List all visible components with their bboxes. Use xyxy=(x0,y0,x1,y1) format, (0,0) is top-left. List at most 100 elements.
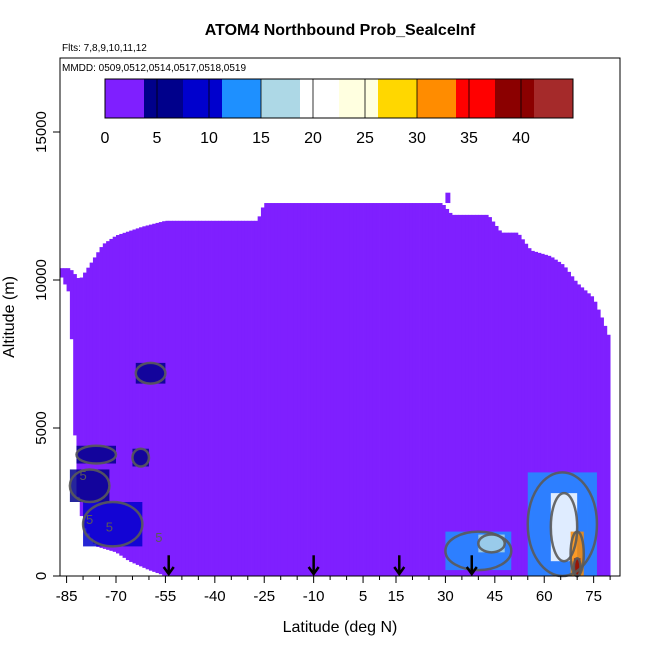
colorbar-tick-label: 30 xyxy=(408,130,426,147)
heatmap-cell xyxy=(132,448,149,467)
heatmap-column xyxy=(531,250,535,576)
colorbar-segment xyxy=(495,79,535,118)
colorbar-tick-label: 35 xyxy=(460,130,478,147)
y-tick-label: 15000 xyxy=(33,111,50,153)
heatmap-column xyxy=(517,234,522,577)
heatmap-column xyxy=(122,232,127,558)
contour-label: 5 xyxy=(79,468,86,483)
heatmap-column xyxy=(452,214,456,576)
x-tick-label: 75 xyxy=(585,588,602,605)
heatmap-column xyxy=(102,243,107,549)
contour-line xyxy=(75,444,118,465)
heatmap-column xyxy=(567,271,571,576)
heatmap-column xyxy=(231,220,235,577)
heatmap-column xyxy=(297,203,301,577)
heatmap-layer xyxy=(60,192,611,577)
heatmap-column xyxy=(353,203,357,577)
y-tick-label: 10000 xyxy=(33,259,50,301)
heatmap-column xyxy=(195,220,199,577)
flight-arrow-head xyxy=(307,566,320,577)
heatmap-column xyxy=(557,261,562,576)
heatmap-column xyxy=(534,251,539,576)
heatmap-column xyxy=(132,229,137,564)
flight-arrows-layer xyxy=(162,555,478,577)
heatmap-column xyxy=(313,203,318,577)
heatmap-column xyxy=(550,257,555,576)
heatmap-column xyxy=(168,220,173,577)
heatmap-column xyxy=(224,220,229,577)
colorbar-segment xyxy=(105,79,145,118)
dates-subtitle: MMDD: 0509,0512,0514,0517,0518,0519 xyxy=(62,63,246,74)
heatmap-column xyxy=(494,225,499,577)
heatmap-column xyxy=(593,301,598,576)
flights-subtitle: Flts: 7,8,9,10,11,12 xyxy=(62,43,147,54)
heatmap-column xyxy=(178,220,183,577)
heatmap-column xyxy=(356,203,361,577)
colorbar-segment xyxy=(144,79,184,118)
heatmap-column xyxy=(435,203,440,577)
heatmap-column xyxy=(155,222,160,574)
heatmap-column xyxy=(392,203,397,577)
heatmap-column xyxy=(399,203,403,577)
heatmap-column xyxy=(498,230,502,577)
heatmap-column xyxy=(172,220,176,577)
heatmap-column xyxy=(76,278,81,497)
colorbar-segment xyxy=(534,79,574,118)
heatmap-column xyxy=(359,203,364,577)
heatmap-column xyxy=(583,290,588,576)
heatmap-column xyxy=(340,203,344,577)
heatmap-column xyxy=(116,235,120,554)
heatmap-column xyxy=(191,220,196,577)
heatmap-column xyxy=(527,248,532,576)
heatmap-column xyxy=(419,203,423,577)
heatmap-column xyxy=(303,203,308,577)
heatmap-column xyxy=(405,203,410,577)
heatmap-column xyxy=(119,233,123,556)
contour-line xyxy=(131,447,151,468)
colorbar-segment xyxy=(339,79,379,118)
heatmap-column xyxy=(208,220,212,577)
colorbar-tick-label: 40 xyxy=(512,130,530,147)
heatmap-column xyxy=(106,241,110,550)
heatmap-column xyxy=(521,239,525,577)
heatmap-column xyxy=(504,232,509,576)
heatmap-column xyxy=(284,203,288,577)
heatmap-column xyxy=(139,227,143,567)
heatmap-column xyxy=(241,220,245,577)
heatmap-column xyxy=(277,203,282,577)
heatmap-column xyxy=(185,220,189,577)
heatmap-column xyxy=(606,334,611,576)
colorbar-segment xyxy=(183,79,223,118)
heatmap-column xyxy=(577,284,581,576)
heatmap-column xyxy=(96,252,100,547)
heatmap-column xyxy=(251,220,255,577)
heatmap-column xyxy=(198,220,203,577)
heatmap-column xyxy=(508,232,512,576)
heatmap-column xyxy=(343,203,347,577)
heatmap-column xyxy=(152,223,156,572)
heatmap-column xyxy=(432,203,436,577)
heatmap-column xyxy=(386,203,390,577)
heatmap-column xyxy=(461,214,466,576)
contour-label: 5 xyxy=(106,520,113,535)
heatmap-column xyxy=(471,214,476,576)
heatmap-column xyxy=(465,214,469,576)
heatmap-column xyxy=(66,268,71,292)
heatmap-column xyxy=(175,220,179,577)
contour-label: 5 xyxy=(155,530,162,545)
axes-layer: -85 -70 -55 -40 -25 -10 5 15 30 45 60 75 0 5000 10000 1… xyxy=(33,57,621,605)
heatmap-column xyxy=(379,203,384,577)
heatmap-column xyxy=(425,203,430,577)
heatmap-column xyxy=(349,203,354,577)
heatmap-column xyxy=(540,253,545,576)
colorbar-segment xyxy=(222,79,262,118)
heatmap-column xyxy=(402,203,407,577)
heatmap-column xyxy=(218,220,222,577)
heatmap-column xyxy=(158,222,163,575)
heatmap-column xyxy=(237,220,242,577)
heatmap-column xyxy=(92,257,97,544)
heatmap-column xyxy=(135,228,140,565)
colorbar-tick-label: 0 xyxy=(101,130,110,147)
x-tick-label: 45 xyxy=(486,588,503,605)
